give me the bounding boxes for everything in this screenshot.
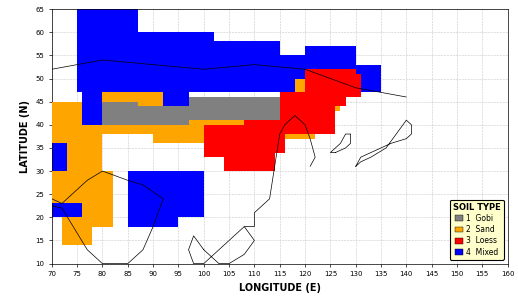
Polygon shape (103, 102, 138, 125)
Polygon shape (82, 171, 112, 199)
Polygon shape (52, 194, 82, 217)
Polygon shape (153, 111, 219, 143)
Polygon shape (244, 120, 285, 152)
Polygon shape (62, 217, 92, 245)
Polygon shape (280, 55, 346, 92)
X-axis label: LONGITUDE (E): LONGITUDE (E) (239, 283, 321, 293)
Polygon shape (330, 69, 356, 97)
Polygon shape (204, 111, 265, 143)
Polygon shape (77, 55, 138, 92)
Polygon shape (52, 102, 82, 143)
Polygon shape (82, 88, 153, 134)
Polygon shape (103, 92, 163, 134)
Polygon shape (254, 106, 315, 139)
Legend: 1  Gobi, 2  Sand, 3  Loess, 4  Mixed: 1 Gobi, 2 Sand, 3 Loess, 4 Mixed (450, 199, 504, 260)
Polygon shape (280, 92, 336, 134)
Y-axis label: LATITUDE (N): LATITUDE (N) (20, 100, 30, 173)
Polygon shape (305, 69, 346, 106)
Polygon shape (224, 143, 275, 171)
Polygon shape (153, 92, 189, 134)
Polygon shape (189, 97, 280, 120)
Polygon shape (67, 125, 103, 171)
Polygon shape (346, 78, 361, 92)
Polygon shape (82, 194, 112, 227)
Polygon shape (330, 78, 351, 92)
Polygon shape (204, 125, 254, 157)
Polygon shape (336, 74, 361, 97)
Polygon shape (17, 134, 77, 194)
Polygon shape (305, 46, 356, 88)
Polygon shape (305, 83, 336, 115)
Polygon shape (295, 78, 340, 111)
Polygon shape (77, 9, 138, 55)
Polygon shape (346, 65, 381, 92)
Polygon shape (138, 32, 214, 92)
Polygon shape (128, 208, 178, 227)
Polygon shape (128, 171, 204, 217)
Polygon shape (214, 42, 280, 92)
Polygon shape (52, 171, 82, 203)
Polygon shape (112, 106, 189, 125)
